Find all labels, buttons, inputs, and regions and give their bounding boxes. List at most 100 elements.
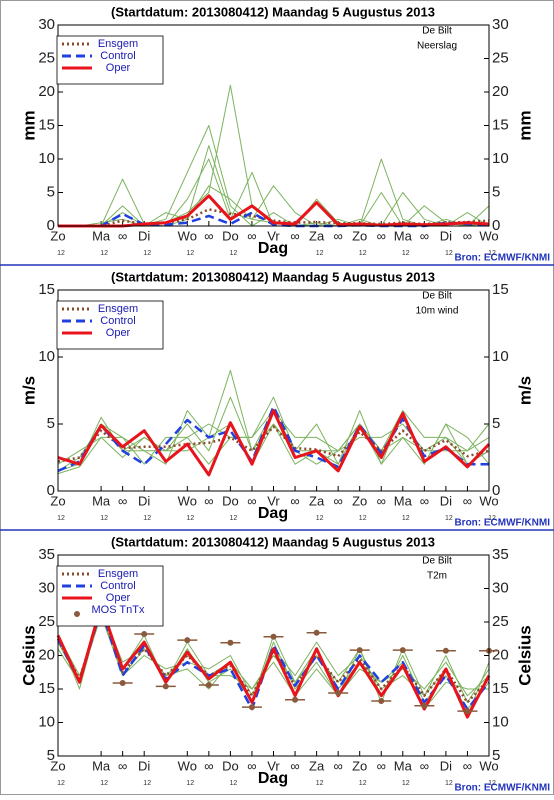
x-tick-label: Di (138, 758, 150, 773)
x-tick-label: Za (309, 228, 325, 243)
x-tick-label: Zo (50, 758, 65, 773)
mos-point (313, 629, 320, 636)
y2-tick-label: 0 (492, 482, 500, 499)
legend-label: Ensgem (98, 568, 138, 580)
x-tick-label: Za (309, 493, 325, 508)
y-tick-label: 25 (38, 613, 55, 630)
parameter-label: T2m (427, 571, 447, 582)
ensemble-member-line (57, 396, 490, 475)
y-axis-label: m/s (19, 376, 38, 405)
x-tick-sublabel: 12 (143, 515, 151, 522)
y2-tick-label: 30 (492, 579, 509, 596)
series-line (58, 208, 490, 228)
y2-axis-label: Celsius (515, 625, 534, 685)
y2-tick-label: 5 (492, 183, 500, 200)
x-tick-label: ∞ (334, 228, 343, 243)
x-tick-label: Ma (394, 228, 413, 243)
x-tick-sublabel: 12 (100, 515, 108, 522)
x-tick-label: Ma (394, 758, 413, 773)
x-tick-label: Wo (479, 228, 498, 243)
mos-point (119, 679, 126, 686)
legend-label: Oper (106, 592, 131, 604)
y2-tick-label: 5 (492, 415, 500, 432)
plot-frame (57, 24, 490, 227)
series-line (56, 607, 490, 711)
x-tick-label: Wo (178, 493, 197, 508)
y-tick-label: 5 (47, 183, 55, 200)
mos-point (184, 637, 191, 644)
y2-axis-label: m/s (515, 376, 534, 405)
chart-title: (Startdatum: 2013080412) Maandag 5 Augus… (111, 269, 435, 284)
mos-point (270, 633, 277, 640)
x-tick-sublabel: 12 (57, 515, 65, 522)
x-tick-sublabel: 12 (230, 250, 238, 257)
legend-label: Control (100, 315, 135, 327)
x-tick-label: ∞ (290, 758, 299, 773)
y2-tick-label: 0 (492, 217, 500, 234)
y2-tick-label: 20 (492, 646, 509, 663)
parameter-label: Neerslag (417, 41, 457, 52)
mos-point (378, 698, 385, 705)
x-tick-sublabel: 12 (186, 250, 194, 257)
y2-tick-label: 15 (492, 281, 509, 298)
x-tick-label: ∞ (334, 493, 343, 508)
x-tick-label: Wo (479, 758, 498, 773)
y2-axis-label: mm (515, 110, 534, 140)
x-axis-label: Dag (258, 505, 288, 522)
series-line (57, 409, 491, 477)
plot-frame (57, 554, 490, 757)
mos-point (248, 704, 255, 711)
x-tick-label: ∞ (290, 493, 299, 508)
y-tick-label: 10 (38, 713, 55, 730)
legend-box (56, 35, 164, 85)
y-tick-label: 15 (38, 281, 55, 298)
x-tick-label: Zo (352, 493, 367, 508)
x-tick-label: ∞ (247, 758, 256, 773)
mos-point (335, 690, 342, 697)
x-tick-label: ∞ (118, 493, 127, 508)
y-tick-label: 20 (38, 83, 55, 100)
x-tick-label: ∞ (377, 228, 386, 243)
x-tick-label: ∞ (247, 228, 256, 243)
x-tick-sublabel: 12 (445, 780, 453, 787)
x-tick-label: Wo (178, 228, 197, 243)
y-axis-label: Celsius (19, 625, 38, 685)
y2-tick-label: 20 (492, 83, 509, 100)
x-tick-label: ∞ (334, 758, 343, 773)
x-tick-label: Di (138, 228, 150, 243)
x-tick-label: Do (222, 493, 239, 508)
x-axis-label: Dag (258, 770, 288, 787)
y2-tick-label: 10 (492, 713, 509, 730)
x-tick-sublabel: 12 (143, 780, 151, 787)
y-tick-label: 5 (47, 747, 55, 764)
x-tick-sublabel: 12 (316, 250, 324, 257)
x-tick-sublabel: 12 (359, 780, 367, 787)
series-line (58, 194, 490, 228)
x-tick-sublabel: 12 (402, 515, 410, 522)
x-tick-label: ∞ (420, 228, 429, 243)
x-tick-label: ∞ (463, 228, 472, 243)
x-tick-sublabel: 12 (402, 780, 410, 787)
x-tick-label: Zo (352, 228, 367, 243)
x-tick-sublabel: 12 (57, 780, 65, 787)
x-tick-label: ∞ (204, 758, 213, 773)
mos-point (464, 708, 471, 715)
y-tick-label: 15 (38, 116, 55, 133)
x-tick-sublabel: 12 (359, 250, 367, 257)
y2-tick-label: 15 (492, 680, 509, 697)
x-tick-sublabel: 12 (488, 780, 496, 787)
x-tick-label: ∞ (377, 758, 386, 773)
x-tick-sublabel: 12 (186, 515, 194, 522)
x-tick-sublabel: 12 (359, 515, 367, 522)
y-tick-label: 10 (38, 348, 55, 365)
source-note: Bron: ECMWF/KNMI (454, 253, 550, 264)
x-tick-label: Zo (50, 228, 65, 243)
x-tick-label: Di (440, 758, 452, 773)
y2-tick-label: 30 (492, 16, 509, 33)
x-tick-label: Ma (92, 228, 111, 243)
x-tick-label: Di (440, 493, 452, 508)
chart-title: (Startdatum: 2013080412) Maandag 5 Augus… (111, 4, 435, 19)
x-tick-label: Zo (50, 493, 65, 508)
x-tick-label: ∞ (420, 758, 429, 773)
x-tick-sublabel: 12 (186, 780, 194, 787)
